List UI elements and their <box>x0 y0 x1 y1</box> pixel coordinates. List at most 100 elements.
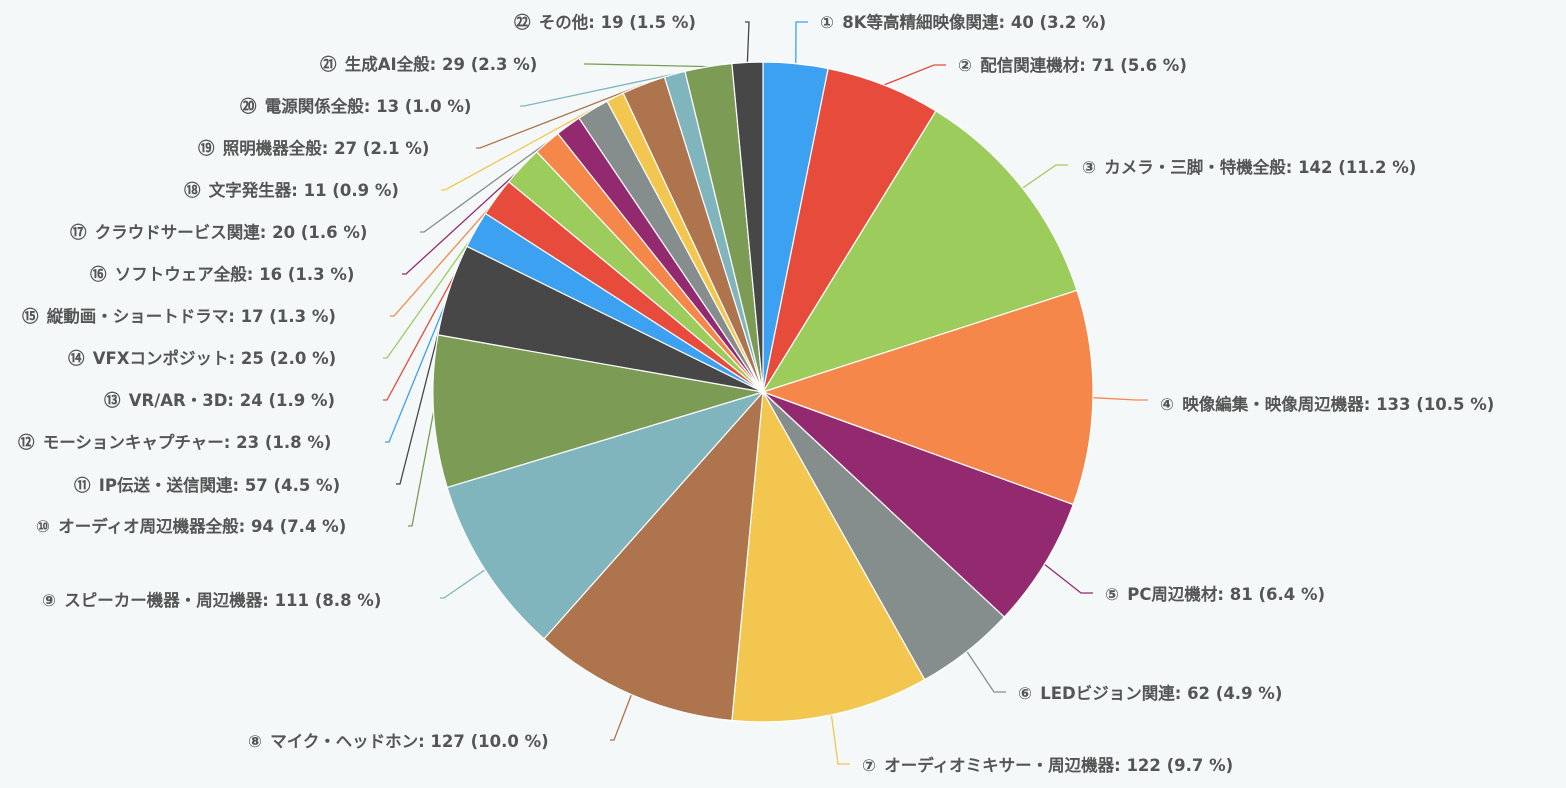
slice-value: 23 <box>236 433 259 452</box>
slice-marker: ⑥ <box>1018 684 1040 703</box>
slice-percent: (4.5 %) <box>268 476 340 495</box>
label-connector <box>408 411 435 527</box>
slice-marker: ⑪ <box>74 475 99 495</box>
label-connector <box>476 83 644 149</box>
slice-label: ⑮ 縦動画・ショートドラマ: 17 (1.3 %) <box>22 306 336 326</box>
slice-label: ⑥ LEDビジョン関連: 62 (4.9 %) <box>1018 683 1282 703</box>
slice-value: 81 <box>1230 585 1253 604</box>
slice-marker: ① <box>820 13 842 32</box>
pie-slice <box>432 334 764 489</box>
slice-marker: ⑩ <box>36 517 58 536</box>
slice-percent: (8.8 %) <box>309 591 381 610</box>
slice-label: ③ カメラ・三脚・特機全般: 142 (11.2 %) <box>1082 157 1416 177</box>
slice-percent: (1.9 %) <box>263 391 335 410</box>
label-connector <box>830 714 850 765</box>
slice-label: ⑯ ソフトウェア全般: 16 (1.3 %) <box>90 264 354 284</box>
slice-percent: (1.0 %) <box>399 97 471 116</box>
slice-label: ⑫ モーションキャプチャー: 23 (1.8 %) <box>18 432 331 452</box>
slice-value: 17 <box>241 307 264 326</box>
slice-value: 111 <box>275 591 309 610</box>
slice-marker: ⑱ <box>184 180 209 200</box>
slice-percent: (5.6 %) <box>1115 56 1187 75</box>
slice-name: 配信関連機材: <box>980 55 1091 75</box>
slice-marker: ⑧ <box>248 732 270 751</box>
slice-value: 29 <box>442 55 465 74</box>
slice-value: 133 <box>1376 395 1410 414</box>
label-connector <box>745 21 750 63</box>
slice-marker: ⑫ <box>18 432 43 452</box>
slice-name: 映像編集・映像周辺機器: <box>1182 394 1376 414</box>
slice-percent: (2.1 %) <box>357 139 429 158</box>
slice-name: PC周辺機材: <box>1127 584 1230 604</box>
slice-marker: ⑯ <box>90 264 115 284</box>
label-connector <box>441 96 616 191</box>
pie-slice <box>731 390 926 723</box>
label-connector <box>584 63 709 68</box>
slice-name: 照明機器全般: <box>223 138 334 158</box>
pie-slice <box>761 289 1094 506</box>
slice-name: LEDビジョン関連: <box>1040 683 1187 703</box>
slice-percent: (3.2 %) <box>1034 13 1106 32</box>
slice-value: 20 <box>272 223 295 242</box>
slice-percent: (2.0 %) <box>264 349 336 368</box>
slice-marker: ⑤ <box>1105 585 1127 604</box>
slice-marker: ⑬ <box>104 390 129 410</box>
label-connector <box>520 73 675 107</box>
slice-value: 25 <box>241 349 264 368</box>
slice-marker: ㉑ <box>320 54 345 74</box>
slice-name: 文字発生器: <box>209 180 304 200</box>
slice-percent: (1.6 %) <box>295 223 367 242</box>
slice-value: 11 <box>304 181 327 200</box>
slice-value: 57 <box>245 476 268 495</box>
slice-value: 16 <box>259 265 282 284</box>
slice-label: ⑬ VR/AR・3D: 24 (1.9 %) <box>104 390 335 410</box>
label-connector <box>1044 563 1093 594</box>
slice-labels: ① 8K等高精細映像関連: 40 (3.2 %) ② 配信関連機材: 71 (5.… <box>18 12 1494 775</box>
slice-percent: (1.3 %) <box>282 265 354 284</box>
label-connector <box>883 64 946 86</box>
slice-percent: (7.4 %) <box>274 517 346 536</box>
slice-percent: (0.9 %) <box>327 181 399 200</box>
slice-label: ⑦ オーディオミキサー・周辺機器: 122 (9.7 %) <box>862 755 1233 775</box>
slice-marker: ⑨ <box>42 591 64 610</box>
slice-marker: ⑦ <box>862 756 884 775</box>
slice-name: ソフトウェア全般: <box>115 264 259 284</box>
slice-value: 24 <box>240 391 263 410</box>
slice-label: ⑨ スピーカー機器・周辺機器: 111 (8.8 %) <box>42 590 381 610</box>
slice-name: VFXコンポジット: <box>93 348 241 368</box>
slice-value: 94 <box>251 517 274 536</box>
slice-percent: (1.5 %) <box>624 13 696 32</box>
slice-label: ⑰ クラウドサービス関連: 20 (1.6 %) <box>70 222 367 242</box>
slice-marker: ⑮ <box>22 306 47 326</box>
slice-percent: (10.5 %) <box>1411 395 1495 414</box>
slice-label: ⑭ VFXコンポジット: 25 (2.0 %) <box>68 348 336 368</box>
slice-value: 62 <box>1187 684 1210 703</box>
slice-label: ④ 映像編集・映像周辺機器: 133 (10.5 %) <box>1160 394 1494 414</box>
slice-name: 電源関係全般: <box>265 96 376 116</box>
slice-marker: ⑰ <box>70 222 95 242</box>
label-connector <box>1092 397 1148 401</box>
label-connector <box>440 569 486 599</box>
slice-name: IP伝送・送信関連: <box>99 475 245 495</box>
pie-slice <box>446 390 765 640</box>
slice-percent: (9.7 %) <box>1161 756 1233 775</box>
slice-percent: (11.2 %) <box>1333 158 1417 177</box>
slice-name: その他: <box>539 12 601 32</box>
pie-slice <box>762 391 1074 618</box>
slice-name: 縦動画・ショートドラマ: <box>47 306 241 326</box>
slice-name: モーションキャプチャー: <box>43 432 236 452</box>
slice-label: ② 配信関連機材: 71 (5.6 %) <box>958 55 1187 75</box>
slice-label: ㉒ その他: 19 (1.5 %) <box>514 12 696 32</box>
slice-value: 19 <box>601 13 624 32</box>
slice-value: 27 <box>334 139 357 158</box>
slice-name: 8K等高精細映像関連: <box>842 12 1011 32</box>
slice-percent: (6.4 %) <box>1253 585 1325 604</box>
slice-value: 71 <box>1092 56 1115 75</box>
slice-name: スピーカー機器・周辺機器: <box>64 590 274 610</box>
pie-slice <box>761 110 1078 394</box>
slice-label: ⑳ 電源関係全般: 13 (1.0 %) <box>240 96 471 116</box>
slice-label: ⑤ PC周辺機材: 81 (6.4 %) <box>1105 584 1325 604</box>
slice-value: 13 <box>376 97 399 116</box>
slice-percent: (1.8 %) <box>259 433 331 452</box>
slice-marker: ② <box>958 56 980 75</box>
